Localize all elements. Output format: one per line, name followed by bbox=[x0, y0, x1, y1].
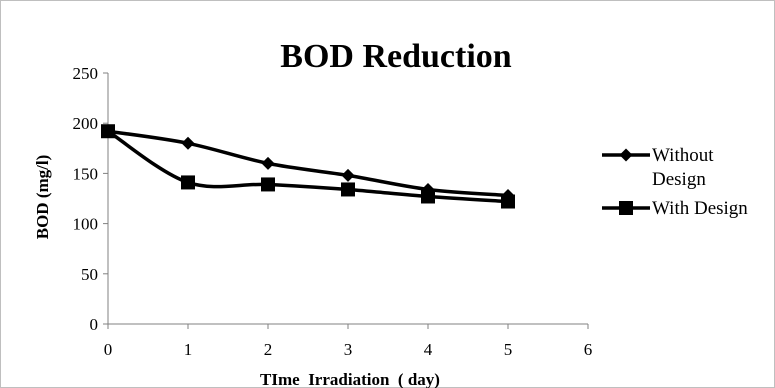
y-tick-label: 250 bbox=[73, 64, 99, 83]
y-axis-label: BOD (mg/l) bbox=[33, 155, 52, 240]
series-layer bbox=[101, 124, 515, 209]
data-point-diamond bbox=[261, 156, 275, 170]
legend-label: Design bbox=[652, 169, 706, 190]
x-tick-label: 4 bbox=[424, 340, 433, 359]
legend-marker-diamond bbox=[619, 148, 633, 162]
chart-title: BOD Reduction bbox=[280, 38, 512, 75]
axes: 0 50 100 150 200 250 0 1 2 3 4 5 6 bbox=[73, 64, 593, 359]
y-tick-label: 100 bbox=[73, 215, 99, 234]
y-tick-label: 50 bbox=[81, 265, 98, 284]
x-tick-label: 2 bbox=[264, 340, 273, 359]
x-axis-label: TIme Irradiation ( day) bbox=[260, 370, 440, 388]
data-point-square bbox=[501, 194, 515, 209]
x-tick-label: 5 bbox=[504, 340, 513, 359]
y-tick-label: 150 bbox=[73, 164, 99, 183]
x-tick-label: 1 bbox=[184, 340, 193, 359]
legend-label: With Design bbox=[652, 198, 748, 219]
y-tick-label: 200 bbox=[73, 114, 99, 133]
legend-marker-square bbox=[619, 201, 633, 215]
data-point-square bbox=[341, 182, 355, 197]
x-tick-label: 6 bbox=[584, 340, 593, 359]
y-tick-label: 0 bbox=[90, 315, 99, 334]
data-point-square bbox=[261, 177, 275, 192]
x-tick-label: 3 bbox=[344, 340, 353, 359]
data-point-diamond bbox=[181, 136, 195, 150]
legend-label: Without bbox=[652, 145, 714, 166]
data-point-square bbox=[101, 124, 115, 139]
x-tick-label: 0 bbox=[104, 340, 113, 359]
data-point-diamond bbox=[341, 168, 355, 182]
data-point-square bbox=[421, 189, 435, 204]
legend: Without Design With Design bbox=[602, 145, 748, 219]
data-point-square bbox=[181, 175, 195, 190]
